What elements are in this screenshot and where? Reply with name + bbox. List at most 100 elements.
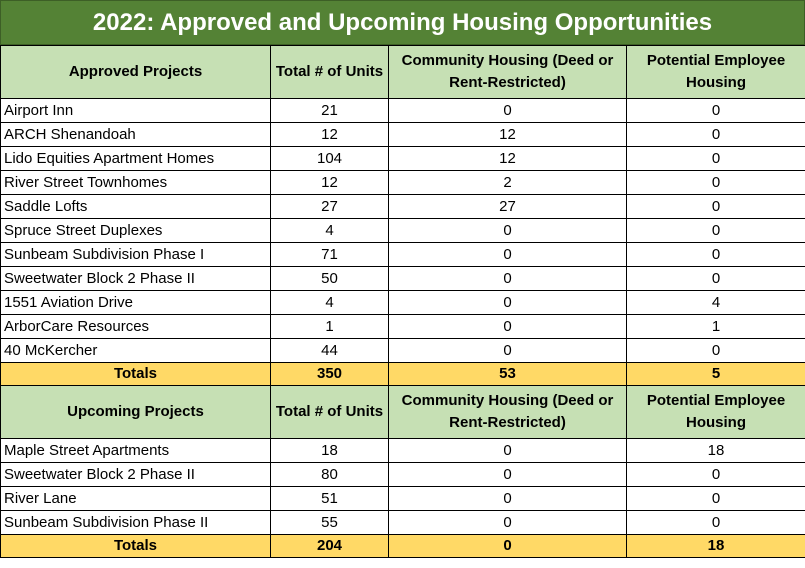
totals-employee-housing: 5 [626, 362, 805, 386]
units-cell: 12 [270, 122, 389, 147]
units-cell: 51 [270, 486, 389, 511]
units-cell: 4 [270, 218, 389, 243]
table-row: Spruce Street Duplexes 4 0 0 [0, 218, 805, 243]
community-housing-cell: 0 [388, 266, 627, 291]
page-title: 2022: Approved and Upcoming Housing Oppo… [0, 0, 805, 45]
project-name-cell: ARCH Shenandoah [0, 122, 271, 147]
totals-row: Totals 350 53 5 [0, 362, 805, 386]
project-name-cell: River Lane [0, 486, 271, 511]
totals-row: Totals 204 0 18 [0, 534, 805, 558]
community-housing-cell: 0 [388, 338, 627, 363]
table-row: Sunbeam Subdivision Phase II 55 0 0 [0, 510, 805, 535]
units-cell: 18 [270, 438, 389, 463]
employee-housing-cell: 18 [626, 438, 805, 463]
community-housing-cell: 0 [388, 462, 627, 487]
totals-label: Totals [0, 362, 271, 386]
approved-header-row: Approved Projects Total # of Units Commu… [0, 45, 805, 99]
community-housing-cell: 0 [388, 98, 627, 123]
totals-community-housing: 0 [388, 534, 627, 558]
table-row: Sweetwater Block 2 Phase II 50 0 0 [0, 266, 805, 291]
project-name-cell: Sweetwater Block 2 Phase II [0, 462, 271, 487]
community-housing-cell: 12 [388, 122, 627, 147]
project-name-cell: ArborCare Resources [0, 314, 271, 339]
project-name-cell: Lido Equities Apartment Homes [0, 146, 271, 171]
table-row: Saddle Lofts 27 27 0 [0, 194, 805, 219]
units-cell: 1 [270, 314, 389, 339]
community-housing-cell: 0 [388, 510, 627, 535]
header-cell: Potential Employee Housing [626, 385, 805, 439]
totals-units: 204 [270, 534, 389, 558]
units-cell: 27 [270, 194, 389, 219]
employee-housing-cell: 0 [626, 146, 805, 171]
table-row: Airport Inn 21 0 0 [0, 98, 805, 123]
community-housing-cell: 0 [388, 314, 627, 339]
table-row: River Lane 51 0 0 [0, 486, 805, 511]
totals-employee-housing: 18 [626, 534, 805, 558]
project-name-cell: Saddle Lofts [0, 194, 271, 219]
header-cell: Community Housing (Deed or Rent-Restrict… [388, 45, 627, 99]
community-housing-cell: 2 [388, 170, 627, 195]
header-cell: Community Housing (Deed or Rent-Restrict… [388, 385, 627, 439]
approved-section: Approved Projects Total # of Units Commu… [0, 45, 805, 386]
community-housing-cell: 12 [388, 146, 627, 171]
project-name-cell: Spruce Street Duplexes [0, 218, 271, 243]
project-name-cell: 40 McKercher [0, 338, 271, 363]
units-cell: 21 [270, 98, 389, 123]
employee-housing-cell: 0 [626, 486, 805, 511]
units-cell: 80 [270, 462, 389, 487]
community-housing-cell: 0 [388, 438, 627, 463]
community-housing-cell: 0 [388, 242, 627, 267]
employee-housing-cell: 0 [626, 122, 805, 147]
project-name-cell: Sunbeam Subdivision Phase II [0, 510, 271, 535]
employee-housing-cell: 0 [626, 242, 805, 267]
units-cell: 12 [270, 170, 389, 195]
units-cell: 71 [270, 242, 389, 267]
table-row: 1551 Aviation Drive 4 0 4 [0, 290, 805, 315]
employee-housing-cell: 0 [626, 98, 805, 123]
housing-table: Approved Projects Total # of Units Commu… [0, 45, 805, 558]
table-row: Sweetwater Block 2 Phase II 80 0 0 [0, 462, 805, 487]
community-housing-cell: 0 [388, 290, 627, 315]
header-cell: Upcoming Projects [0, 385, 271, 439]
employee-housing-cell: 0 [626, 510, 805, 535]
units-cell: 50 [270, 266, 389, 291]
header-cell: Approved Projects [0, 45, 271, 99]
units-cell: 4 [270, 290, 389, 315]
header-cell: Potential Employee Housing [626, 45, 805, 99]
table-row: Lido Equities Apartment Homes 104 12 0 [0, 146, 805, 171]
employee-housing-cell: 0 [626, 194, 805, 219]
employee-housing-cell: 4 [626, 290, 805, 315]
employee-housing-cell: 0 [626, 266, 805, 291]
project-name-cell: Airport Inn [0, 98, 271, 123]
units-cell: 104 [270, 146, 389, 171]
project-name-cell: Maple Street Apartments [0, 438, 271, 463]
upcoming-header-row: Upcoming Projects Total # of Units Commu… [0, 385, 805, 439]
totals-units: 350 [270, 362, 389, 386]
totals-label: Totals [0, 534, 271, 558]
table-row: Sunbeam Subdivision Phase I 71 0 0 [0, 242, 805, 267]
community-housing-cell: 0 [388, 218, 627, 243]
community-housing-cell: 27 [388, 194, 627, 219]
community-housing-cell: 0 [388, 486, 627, 511]
header-cell: Total # of Units [270, 385, 389, 439]
table-row: 40 McKercher 44 0 0 [0, 338, 805, 363]
upcoming-section: Upcoming Projects Total # of Units Commu… [0, 385, 805, 558]
units-cell: 55 [270, 510, 389, 535]
totals-community-housing: 53 [388, 362, 627, 386]
table-row: Maple Street Apartments 18 0 18 [0, 438, 805, 463]
employee-housing-cell: 1 [626, 314, 805, 339]
table-row: ARCH Shenandoah 12 12 0 [0, 122, 805, 147]
project-name-cell: 1551 Aviation Drive [0, 290, 271, 315]
header-cell: Total # of Units [270, 45, 389, 99]
units-cell: 44 [270, 338, 389, 363]
table-row: ArborCare Resources 1 0 1 [0, 314, 805, 339]
project-name-cell: River Street Townhomes [0, 170, 271, 195]
employee-housing-cell: 0 [626, 338, 805, 363]
table-row: River Street Townhomes 12 2 0 [0, 170, 805, 195]
employee-housing-cell: 0 [626, 462, 805, 487]
project-name-cell: Sunbeam Subdivision Phase I [0, 242, 271, 267]
project-name-cell: Sweetwater Block 2 Phase II [0, 266, 271, 291]
employee-housing-cell: 0 [626, 170, 805, 195]
employee-housing-cell: 0 [626, 218, 805, 243]
